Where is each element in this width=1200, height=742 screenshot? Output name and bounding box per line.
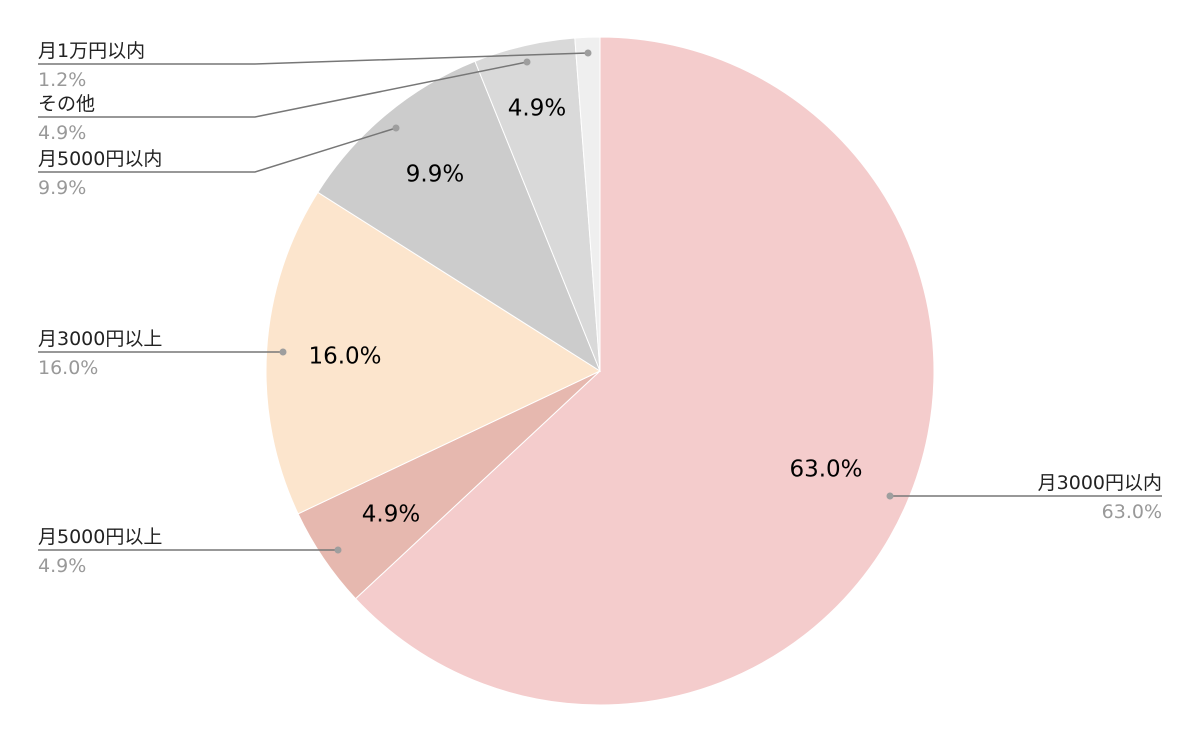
slice-percent-label: 16.0% bbox=[38, 357, 98, 379]
slice-value-label: 63.0% bbox=[789, 457, 862, 483]
slice-value-label: 16.0% bbox=[308, 344, 381, 370]
slice-percent-label: 9.9% bbox=[38, 177, 86, 199]
leader-line bbox=[38, 61, 528, 118]
slice-percent-label: 4.9% bbox=[38, 122, 86, 144]
pie-slice-3 bbox=[265, 191, 602, 515]
pie-slice-6 bbox=[574, 36, 601, 372]
leader-line bbox=[38, 52, 589, 65]
slice-category-label: 月3000円以内 bbox=[1038, 472, 1162, 494]
slice-value-label: 4.9% bbox=[508, 96, 566, 122]
slice-value-label: 4.9% bbox=[362, 502, 420, 528]
pie-labels: 63.0% 月3000円以内 63.0% 4.9% 月5000円以上 4.9% 16.0% 月… bbox=[38, 40, 1162, 577]
leader-dot bbox=[523, 58, 531, 66]
slice-percent-label: 63.0% bbox=[1102, 501, 1162, 523]
leader-dot bbox=[334, 546, 342, 554]
slice-category-label: 月5000円以上 bbox=[38, 526, 162, 548]
leader-line bbox=[38, 127, 397, 173]
leader-dot bbox=[886, 492, 894, 500]
leader-dot bbox=[584, 49, 592, 57]
slice-percent-label: 4.9% bbox=[38, 555, 86, 577]
pie-slice-1 bbox=[354, 36, 935, 706]
slice-value-label: 9.9% bbox=[406, 162, 464, 188]
leader-dot bbox=[392, 124, 400, 132]
slice-category-label: その他 bbox=[38, 93, 95, 115]
slice-category-label: 月3000円以上 bbox=[38, 328, 162, 350]
pie-slices bbox=[265, 36, 935, 706]
pie-slice-4 bbox=[317, 60, 602, 373]
slice-category-label: 月5000円以内 bbox=[38, 148, 162, 170]
leader-dot bbox=[279, 348, 287, 356]
slice-percent-label: 1.2% bbox=[38, 69, 86, 91]
slice-category-label: 月1万円以内 bbox=[38, 40, 145, 62]
